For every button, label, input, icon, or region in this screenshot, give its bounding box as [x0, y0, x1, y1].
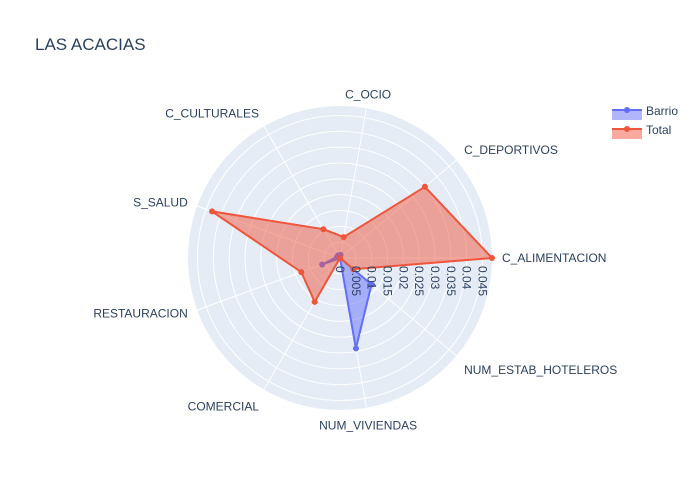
radial-tick-label: 0.015 [381, 266, 395, 296]
radial-tick-label: 0.005 [349, 266, 363, 296]
data-point[interactable] [368, 281, 375, 288]
data-point[interactable] [340, 234, 347, 241]
angular-label: S_SALUD [133, 196, 188, 210]
data-point[interactable] [311, 298, 318, 305]
chart-title: LAS ACACIAS [35, 35, 146, 54]
series-area [211, 185, 493, 303]
radial-tick-label: 0.01 [365, 266, 379, 290]
angular-label: C_OCIO [345, 87, 391, 101]
angular-label: RESTAURACION [93, 306, 187, 320]
radial-tick-label: 0.03 [428, 266, 442, 290]
radial-tick-label: 0.035 [444, 266, 458, 296]
legend-label: Barrio [646, 104, 678, 118]
radial-tick-label: 0.025 [412, 266, 426, 296]
angular-label: C_DEPORTIVOS [464, 143, 558, 157]
legend-item-barrio[interactable]: Barrio [612, 104, 678, 120]
data-point[interactable] [320, 226, 327, 233]
series-layer [209, 183, 495, 352]
data-point[interactable] [350, 266, 357, 273]
angular-label: COMERCIAL [188, 399, 260, 413]
radial-tick-label: 0.02 [396, 266, 410, 290]
data-point[interactable] [489, 255, 495, 261]
angular-label: NUM_VIVIENDAS [319, 419, 417, 433]
data-point[interactable] [337, 255, 343, 261]
data-point[interactable] [352, 345, 359, 352]
legend-label: Total [646, 123, 671, 137]
data-point[interactable] [421, 183, 428, 190]
legend[interactable]: Barrio Total [612, 104, 678, 139]
angular-label: NUM_ESTAB_HOTELEROS [464, 363, 617, 377]
series-total [209, 183, 495, 305]
data-point[interactable] [298, 269, 305, 276]
radial-tick-labels: 0 0.005 0.01 0.015 0.02 0.025 0.03 0.035 0.04 0.0… [333, 266, 490, 296]
grid-spoke [339, 108, 367, 259]
legend-marker [624, 107, 630, 113]
angular-axis-labels: C_ALIMENTACION C_DEPORTIVOS C_OCIO C_CULTUR… [93, 87, 617, 432]
angular-label: C_CULTURALES [165, 107, 259, 121]
data-point[interactable] [209, 208, 216, 215]
legend-swatch [612, 129, 642, 139]
legend-item-total[interactable]: Total [612, 123, 671, 139]
legend-swatch [612, 110, 642, 120]
radial-tick-label: 0 [333, 266, 347, 273]
radial-tick-label: 0.04 [460, 266, 474, 290]
radial-tick-label: 0.045 [476, 266, 490, 296]
legend-marker [624, 126, 630, 132]
angular-label: C_ALIMENTACION [502, 251, 606, 265]
